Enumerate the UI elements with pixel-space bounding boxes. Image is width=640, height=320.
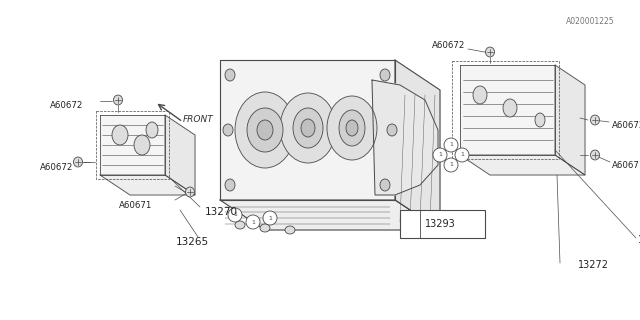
Ellipse shape	[225, 69, 235, 81]
Ellipse shape	[327, 96, 377, 160]
Ellipse shape	[113, 95, 122, 105]
Ellipse shape	[380, 179, 390, 191]
Ellipse shape	[186, 187, 195, 197]
Polygon shape	[555, 65, 585, 175]
Ellipse shape	[146, 122, 158, 138]
Ellipse shape	[591, 150, 600, 160]
Text: A60672: A60672	[432, 42, 465, 51]
Ellipse shape	[433, 148, 447, 162]
Polygon shape	[460, 65, 555, 155]
Text: A60672: A60672	[50, 101, 83, 110]
Text: 13278: 13278	[638, 235, 640, 245]
Ellipse shape	[225, 179, 235, 191]
Ellipse shape	[280, 93, 336, 163]
Polygon shape	[220, 60, 395, 200]
Polygon shape	[100, 115, 165, 175]
Text: A60672: A60672	[40, 164, 74, 172]
Ellipse shape	[444, 138, 458, 152]
Text: 1: 1	[449, 142, 453, 148]
Ellipse shape	[228, 208, 242, 222]
Text: 1: 1	[408, 221, 412, 227]
Polygon shape	[165, 115, 195, 195]
Ellipse shape	[247, 108, 283, 152]
Text: 13270: 13270	[205, 207, 238, 217]
Polygon shape	[220, 200, 440, 230]
Ellipse shape	[293, 108, 323, 148]
Text: 1: 1	[460, 153, 464, 157]
Ellipse shape	[301, 119, 315, 137]
Polygon shape	[372, 80, 438, 195]
Text: 1: 1	[233, 212, 237, 218]
Ellipse shape	[380, 69, 390, 81]
Ellipse shape	[260, 224, 270, 232]
Text: 13293: 13293	[425, 219, 456, 229]
Ellipse shape	[223, 124, 233, 136]
Polygon shape	[395, 60, 440, 230]
Ellipse shape	[535, 113, 545, 127]
Bar	[400, 210, 485, 238]
Ellipse shape	[346, 120, 358, 136]
Ellipse shape	[503, 99, 517, 117]
Ellipse shape	[455, 148, 469, 162]
Text: A60671: A60671	[612, 161, 640, 170]
Text: FRONT: FRONT	[183, 116, 214, 124]
Polygon shape	[460, 155, 585, 175]
Ellipse shape	[444, 158, 458, 172]
Polygon shape	[100, 175, 195, 195]
Ellipse shape	[112, 125, 128, 145]
Text: 1: 1	[268, 215, 272, 220]
Ellipse shape	[257, 120, 273, 140]
Text: 1: 1	[449, 163, 453, 167]
Ellipse shape	[74, 157, 83, 167]
Ellipse shape	[473, 86, 487, 104]
Ellipse shape	[235, 221, 245, 229]
Text: A60671: A60671	[119, 201, 152, 210]
Text: 1: 1	[438, 153, 442, 157]
Ellipse shape	[285, 226, 295, 234]
Ellipse shape	[235, 92, 295, 168]
Text: 13272: 13272	[578, 260, 609, 270]
Ellipse shape	[591, 115, 600, 125]
Ellipse shape	[402, 216, 418, 232]
Text: 1: 1	[251, 220, 255, 225]
Ellipse shape	[134, 135, 150, 155]
Ellipse shape	[486, 47, 495, 57]
Ellipse shape	[339, 110, 365, 146]
Text: A020001225: A020001225	[566, 18, 615, 27]
Ellipse shape	[387, 124, 397, 136]
Ellipse shape	[263, 211, 277, 225]
Text: A60672: A60672	[612, 121, 640, 130]
Ellipse shape	[246, 215, 260, 229]
Text: 13265: 13265	[176, 237, 209, 247]
